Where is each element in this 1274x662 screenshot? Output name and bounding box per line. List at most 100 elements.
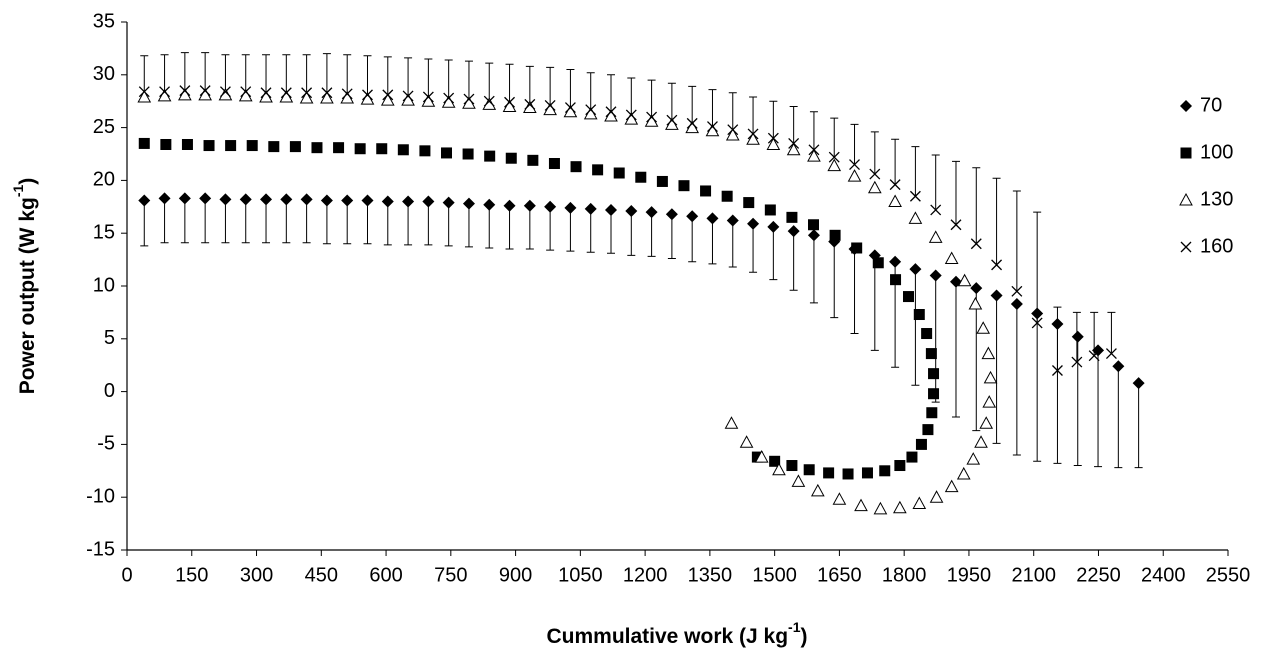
data-point — [422, 195, 435, 208]
error-bar — [1012, 190, 1021, 292]
error-bar — [850, 249, 859, 335]
data-point — [867, 180, 882, 194]
error-bar — [769, 226, 778, 281]
data-point — [769, 455, 781, 467]
y-tick-label: 15 — [93, 221, 115, 243]
error-bar — [444, 59, 453, 99]
data-point — [869, 168, 881, 180]
data-point — [179, 85, 191, 97]
data-point — [889, 179, 901, 191]
data-point — [803, 464, 815, 476]
data-point — [1051, 318, 1064, 331]
data-point — [320, 194, 333, 207]
x-tick-label: 1350 — [688, 564, 733, 586]
error-bar — [749, 96, 758, 134]
data-point — [1071, 356, 1083, 368]
data-point — [585, 104, 597, 116]
data-point — [747, 217, 760, 230]
x-tick-label: 1800 — [882, 564, 927, 586]
x-tick-label: 1650 — [817, 564, 862, 586]
legend-label: 130 — [1200, 188, 1233, 210]
data-point — [503, 199, 516, 212]
error-bar — [627, 77, 636, 115]
data-point — [484, 150, 496, 162]
data-point — [199, 85, 211, 97]
y-tick-label: 20 — [93, 169, 115, 191]
data-point — [828, 151, 840, 163]
data-point — [751, 451, 763, 463]
x-tick-label: 2550 — [1206, 564, 1251, 586]
data-point — [527, 154, 539, 166]
error-bar — [911, 146, 920, 197]
data-point — [441, 147, 453, 159]
data-point — [1071, 330, 1084, 343]
data-point — [463, 93, 475, 105]
error-bar — [241, 54, 250, 92]
data-point — [767, 220, 780, 233]
data-point — [625, 109, 637, 121]
data-point — [854, 498, 868, 512]
data-point — [766, 137, 781, 150]
data-point — [767, 132, 779, 144]
data-point — [707, 121, 718, 133]
data-point — [362, 89, 373, 101]
data-point — [847, 169, 862, 182]
data-point — [944, 479, 959, 493]
error-bar — [688, 216, 697, 263]
error-bar — [1114, 366, 1123, 469]
data-point — [968, 296, 983, 310]
data-point — [138, 137, 150, 149]
x-tick-label: 2250 — [1076, 564, 1121, 586]
error-bar — [383, 201, 392, 246]
data-point — [957, 273, 972, 287]
error-bar — [809, 235, 818, 304]
data-point — [970, 282, 983, 295]
data-point — [926, 407, 938, 419]
error-bar — [180, 52, 189, 91]
data-point — [203, 140, 215, 152]
y-tick-label: -10 — [86, 485, 115, 507]
data-point — [419, 145, 431, 157]
error-bar — [322, 200, 331, 245]
error-bar — [383, 56, 392, 95]
data-point — [584, 202, 597, 215]
data-point — [930, 204, 942, 216]
data-point — [991, 259, 1003, 271]
data-point — [544, 99, 556, 111]
error-bar — [647, 212, 656, 257]
error-bar — [262, 54, 271, 93]
error-bar — [302, 199, 311, 244]
data-point — [592, 164, 604, 176]
error-bar — [485, 204, 494, 249]
error-bar — [343, 54, 352, 94]
error-bar — [160, 54, 169, 92]
error-bar — [850, 123, 859, 165]
data-point — [219, 86, 231, 98]
data-point — [301, 87, 313, 99]
data-point — [832, 492, 847, 505]
data-point — [1092, 344, 1105, 357]
data-point — [523, 199, 536, 212]
x-tick-label: 1200 — [623, 564, 668, 586]
data-point — [808, 219, 820, 231]
data-point — [605, 106, 617, 118]
data-point — [829, 229, 841, 241]
error-bar — [241, 199, 250, 244]
error-bar — [262, 199, 271, 244]
error-bar — [992, 295, 1001, 444]
error-bar — [789, 105, 798, 144]
data-point — [726, 214, 739, 227]
data-point — [823, 467, 835, 479]
data-point — [743, 197, 755, 209]
data-point — [1132, 377, 1145, 390]
error-bar — [322, 53, 331, 93]
data-point — [625, 205, 638, 218]
data-point — [381, 195, 394, 208]
y-tick-label: 25 — [93, 116, 115, 138]
error-bar — [485, 62, 494, 102]
data-point — [382, 89, 394, 101]
data-point — [808, 144, 820, 156]
x-tick-label: 600 — [369, 564, 402, 586]
data-point — [915, 438, 927, 450]
data-point — [686, 210, 699, 223]
